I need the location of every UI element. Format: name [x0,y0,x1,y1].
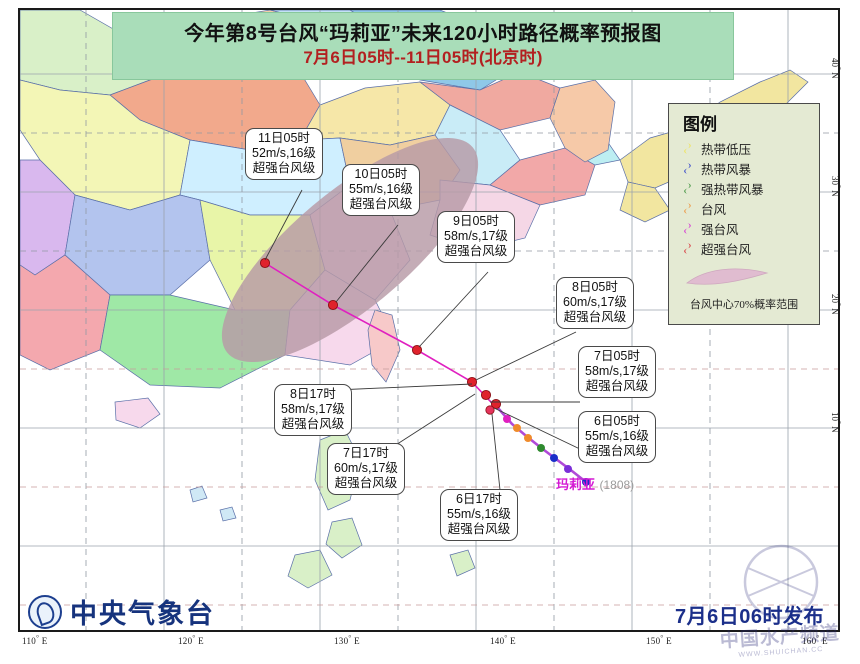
storm-name-label: 玛莉亚 (1808) [556,474,634,494]
callout-category: 超强台风级 [349,197,413,211]
callout-time: 10日05时 [354,167,408,181]
legend-item-severe-typhoon: 强台风 [681,218,819,238]
typhoon-swirl-icon [684,222,691,234]
callout-wind: 58m/s,17级 [585,364,649,378]
legend-item-label: 台风 [701,202,727,217]
callout-category: 超强台风级 [252,161,316,175]
legend-item-super-typhoon: 超强台风 [681,238,819,258]
forecast-point-markers [259,257,502,415]
callout-6d05: 6日05时 55m/s,16级 超强台风级 [578,411,656,463]
cone-swatch-icon [686,268,769,285]
callout-6d17: 6日17时 55m/s,16级 超强台风级 [440,489,518,541]
typhoon-swirl-icon [684,182,691,194]
legend-item-label: 热带风暴 [701,162,752,177]
lat-tick-40: 40° N [830,58,842,79]
callout-wind: 58m/s,17级 [444,229,508,243]
callout-category: 超强台风级 [444,244,508,258]
callout-category: 超强台风级 [334,476,398,490]
callout-wind: 55m/s,16级 [585,429,649,443]
callout-7d05: 7日05时 58m/s,17级 超强台风级 [578,346,656,398]
callout-time: 9日05时 [453,214,499,228]
lon-tick-110: 110° E [22,634,48,646]
legend-title: 图例 [683,115,717,134]
legend-item-label: 热带低压 [701,142,752,157]
legend-item-tropical-depression: 热带低压 [681,138,819,158]
callout-9d05: 9日05时 58m/s,17级 超强台风级 [437,211,515,263]
title-banner: 今年第8号台风“玛莉亚”未来120小时路径概率预报图 7月6日05时--11日0… [112,12,734,80]
callout-wind: 60m/s,17级 [334,461,398,475]
callout-category: 超强台风级 [585,444,649,458]
typhoon-swirl-icon [684,162,691,174]
map-subtitle: 7月6日05时--11日05时(北京时) [303,48,543,68]
legend-panel: 图例 热带低压 热带风暴 强热带风暴 台风 [668,103,820,325]
typhoon-swirl-icon [684,242,691,254]
legend-item-tropical-storm: 热带风暴 [681,158,819,178]
lon-tick-130: 130° E [334,634,360,646]
legend-item-label: 超强台风 [701,242,752,257]
legend-item-label: 强热带风暴 [701,182,764,197]
site-watermark: 中国水产频道 WWW.SHUICHAN.CC [719,618,841,660]
legend-item-typhoon: 台风 [681,198,819,218]
agency-logo: 中央气象台 [28,592,215,631]
callout-wind: 52m/s,16级 [252,146,316,160]
callout-time: 8日17时 [290,387,336,401]
callout-wind: 58m/s,17级 [281,402,345,416]
lon-tick-150: 150° E [646,634,672,646]
callout-time: 6日17时 [456,492,502,506]
past-point-markers [503,415,590,486]
lat-tick-30: 30° N [830,176,842,197]
cone-caption: 台风中心70%概率范围 [689,299,799,311]
callout-7d17: 7日17时 60m/s,17级 超强台风级 [327,443,405,495]
typhoon-swirl-icon [684,142,691,154]
callout-8d05: 8日05时 60m/s,17级 超强台风级 [556,277,634,329]
lat-tick-10: 10° N [830,412,842,433]
lon-tick-120: 120° E [178,634,204,646]
callout-wind: 55m/s,16级 [349,182,413,196]
lon-tick-160: 160° E [802,634,828,646]
agency-name: 中央气象台 [70,599,215,629]
typhoon-swirl-icon [684,202,691,214]
callout-time: 6日05时 [594,414,640,428]
callout-category: 超强台风级 [585,379,649,393]
callout-category: 超强台风级 [447,522,511,536]
callout-wind: 60m/s,17级 [563,295,627,309]
callout-11d05: 11日05时 52m/s,16级 超强台风级 [245,128,323,180]
callout-time: 7日17时 [343,446,389,460]
watermark-mark-icon [743,544,819,620]
callout-10d05: 10日05时 55m/s,16级 超强台风级 [342,164,420,216]
map-title: 今年第8号台风“玛莉亚”未来120小时路径概率预报图 [184,23,662,46]
callout-time: 7日05时 [594,349,640,363]
callout-category: 超强台风级 [281,417,345,431]
storm-number: (1808) [599,478,635,492]
callout-time: 8日05时 [572,280,618,294]
cma-logo-icon [28,594,62,629]
legend-item-severe-tropical-storm: 强热带风暴 [681,178,819,198]
lat-tick-20: 20° N [830,294,842,315]
issue-time: 7月6日06时发布 [675,606,824,628]
callout-leader-lines [264,189,583,491]
lon-tick-140: 140° E [490,634,516,646]
storm-name: 玛莉亚 [556,477,596,492]
callout-time: 11日05时 [258,131,310,145]
callout-wind: 55m/s,16级 [447,507,511,521]
callout-category: 超强台风级 [563,310,627,324]
callout-8d17: 8日17时 58m/s,17级 超强台风级 [274,384,352,436]
legend-item-label: 强台风 [701,222,739,237]
